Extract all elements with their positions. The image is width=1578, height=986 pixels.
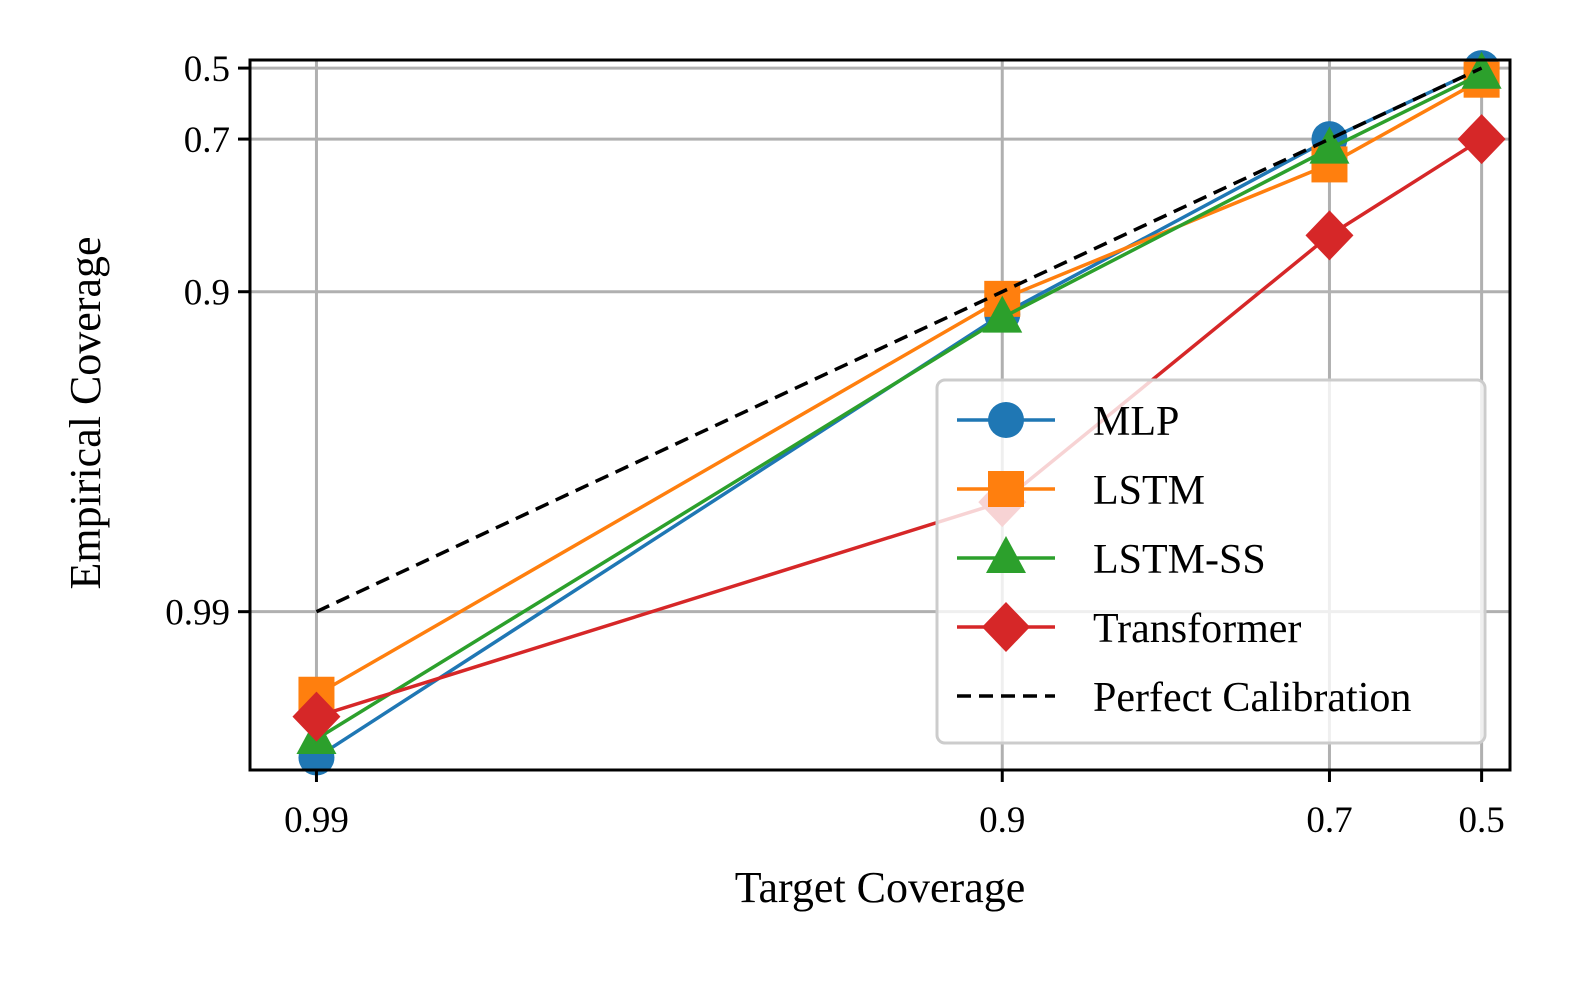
x-tick-label: 0.7 xyxy=(1306,800,1352,841)
y-tick-label: 0.7 xyxy=(184,120,230,161)
legend-label: Transformer xyxy=(1093,606,1301,652)
data-point-transformer xyxy=(1457,114,1506,165)
legend-label: LSTM-SS xyxy=(1093,537,1266,583)
series-lstm-ss xyxy=(296,51,1502,754)
plot-frame xyxy=(248,58,1512,772)
legend-marker xyxy=(988,402,1024,438)
legend-label: Perfect Calibration xyxy=(1093,675,1411,721)
y-tick-label: 0.99 xyxy=(165,593,230,634)
legend-item-transformer: Transformer xyxy=(957,602,1301,652)
legend-item-perfect-calibration: Perfect Calibration xyxy=(957,675,1411,721)
y-axis-title: Empirical Coverage xyxy=(61,236,110,589)
data-point-transformer xyxy=(292,691,341,742)
legend: MLP LSTM LSTM-SS Transformer Perfect Calibra… xyxy=(935,378,1487,745)
legend-label: LSTM xyxy=(1093,468,1205,514)
x-tick-label: 0.99 xyxy=(284,800,349,841)
y-tick-label: 0.5 xyxy=(184,49,230,90)
legend-item-lstm: LSTM xyxy=(957,468,1205,514)
series-perfect-calibration xyxy=(315,66,1483,614)
x-axis-title: Target Coverage xyxy=(735,863,1026,912)
data-point-lstm-ss xyxy=(1461,51,1502,89)
data-point-lstm-ss xyxy=(982,295,1023,333)
series-line-perfect-calibration xyxy=(315,66,1483,614)
legend-item-mlp: MLP xyxy=(957,399,1179,445)
legend-item-lstm-ss: LSTM-SS xyxy=(957,536,1266,583)
data-point-lstm-ss xyxy=(1309,126,1350,164)
series-line-lstm-ss xyxy=(315,72,1483,741)
x-tick-label: 0.9 xyxy=(979,800,1025,841)
y-tick-label: 0.9 xyxy=(184,273,230,314)
legend-marker xyxy=(986,536,1026,573)
legend-label: MLP xyxy=(1093,399,1179,445)
legend-box xyxy=(935,378,1487,745)
series-line-transformer xyxy=(315,137,1483,719)
legend-marker xyxy=(982,602,1030,652)
axis-ticks: 0.99 0.9 0.7 0.5 0.5 0.7 0.9 0.99 xyxy=(165,49,1504,841)
data-point-transformer xyxy=(1305,210,1354,261)
legend-marker xyxy=(988,471,1024,507)
x-tick-label: 0.5 xyxy=(1458,800,1504,841)
